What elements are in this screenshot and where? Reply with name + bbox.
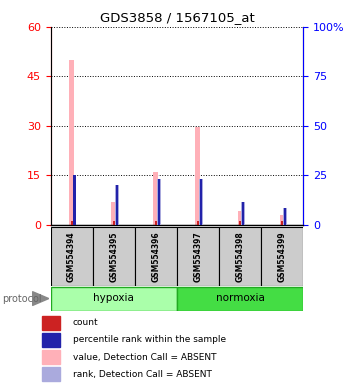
- Bar: [199, 179, 203, 225]
- Text: count: count: [73, 318, 98, 328]
- Bar: [74, 175, 75, 225]
- Bar: [239, 221, 241, 225]
- Text: hypoxia: hypoxia: [93, 293, 134, 303]
- FancyBboxPatch shape: [219, 227, 261, 286]
- Bar: [113, 221, 115, 225]
- Bar: [43, 350, 60, 364]
- Polygon shape: [32, 292, 49, 306]
- Text: GSM554395: GSM554395: [109, 231, 118, 281]
- Bar: [43, 367, 60, 381]
- Bar: [238, 212, 243, 225]
- Bar: [43, 316, 60, 330]
- FancyBboxPatch shape: [261, 227, 303, 286]
- Text: percentile rank within the sample: percentile rank within the sample: [73, 336, 226, 344]
- Text: GSM554394: GSM554394: [67, 231, 76, 281]
- Title: GDS3858 / 1567105_at: GDS3858 / 1567105_at: [100, 11, 254, 24]
- Text: protocol: protocol: [2, 294, 42, 304]
- FancyBboxPatch shape: [93, 227, 135, 286]
- Bar: [157, 179, 161, 225]
- Bar: [115, 185, 118, 225]
- Bar: [281, 221, 283, 225]
- Bar: [116, 185, 118, 225]
- Text: GSM554398: GSM554398: [236, 231, 244, 282]
- FancyBboxPatch shape: [135, 227, 177, 286]
- Bar: [111, 202, 116, 225]
- Bar: [242, 202, 244, 225]
- Bar: [280, 215, 285, 225]
- Text: GSM554396: GSM554396: [151, 231, 160, 281]
- Bar: [43, 333, 60, 347]
- Text: GSM554397: GSM554397: [193, 231, 203, 282]
- Text: GSM554399: GSM554399: [278, 231, 287, 281]
- Bar: [200, 179, 202, 225]
- FancyBboxPatch shape: [51, 227, 93, 286]
- FancyBboxPatch shape: [51, 286, 177, 311]
- Bar: [69, 60, 74, 225]
- Text: rank, Detection Call = ABSENT: rank, Detection Call = ABSENT: [73, 369, 212, 379]
- Bar: [73, 175, 77, 225]
- Text: value, Detection Call = ABSENT: value, Detection Call = ABSENT: [73, 353, 216, 361]
- FancyBboxPatch shape: [177, 286, 303, 311]
- Bar: [284, 208, 286, 225]
- Bar: [158, 179, 160, 225]
- FancyBboxPatch shape: [177, 227, 219, 286]
- Bar: [241, 202, 245, 225]
- Bar: [283, 208, 287, 225]
- Bar: [153, 172, 158, 225]
- Bar: [70, 221, 73, 225]
- Bar: [197, 221, 199, 225]
- Bar: [195, 127, 200, 225]
- Bar: [155, 221, 157, 225]
- Text: normoxia: normoxia: [216, 293, 265, 303]
